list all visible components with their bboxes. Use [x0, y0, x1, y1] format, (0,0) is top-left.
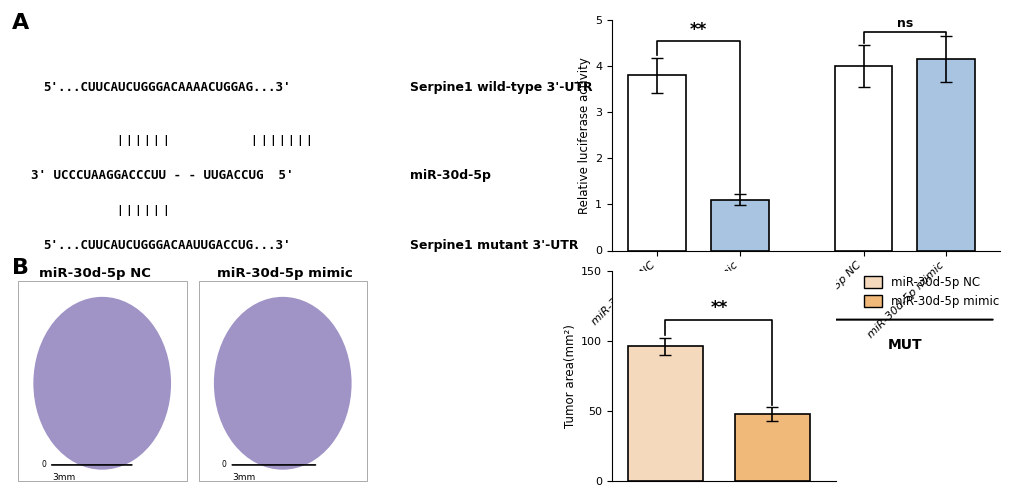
Text: |: |: [162, 205, 168, 216]
Text: Serpine1 mutant 3'-UTR: Serpine1 mutant 3'-UTR: [410, 239, 578, 252]
Text: Serpine1 wild-type 3'-UTR: Serpine1 wild-type 3'-UTR: [410, 81, 592, 94]
Text: |: |: [135, 135, 141, 146]
Text: |: |: [144, 205, 150, 216]
FancyBboxPatch shape: [18, 281, 186, 481]
Text: |: |: [135, 205, 141, 216]
Text: 0: 0: [41, 460, 46, 469]
Text: miR-30d-5p: miR-30d-5p: [410, 169, 490, 182]
Text: MUT: MUT: [887, 338, 921, 352]
Bar: [628, 75, 686, 250]
Text: **: **: [709, 299, 727, 317]
Text: |: |: [297, 135, 303, 146]
Text: |: |: [116, 205, 122, 216]
Text: 3mm: 3mm: [52, 473, 75, 482]
Text: ns: ns: [896, 17, 912, 30]
Text: 0: 0: [221, 460, 226, 469]
Text: |: |: [125, 205, 131, 216]
Text: B: B: [12, 258, 30, 278]
Text: |: |: [153, 205, 159, 216]
Text: 3' UCCCUAAGGACCCUU - - UUGACCUG  5': 3' UCCCUAAGGACCCUU - - UUGACCUG 5': [31, 169, 292, 182]
Text: 3mm: 3mm: [232, 473, 256, 482]
Ellipse shape: [214, 297, 352, 470]
Text: |: |: [162, 135, 168, 146]
Text: |: |: [287, 135, 293, 146]
Legend: miR-30d-5p NC, miR-30d-5p mimic: miR-30d-5p NC, miR-30d-5p mimic: [859, 272, 1002, 311]
Text: |: |: [144, 135, 150, 146]
Y-axis label: Tumor area(mm²): Tumor area(mm²): [564, 324, 577, 428]
Text: |: |: [269, 135, 275, 146]
Bar: [710, 200, 768, 250]
Text: |: |: [278, 135, 284, 146]
Text: A: A: [12, 13, 30, 33]
Text: miR-30d-5p mimic: miR-30d-5p mimic: [216, 267, 353, 280]
Y-axis label: Relative luciferase activity: Relative luciferase activity: [578, 57, 590, 214]
Text: |: |: [153, 135, 159, 146]
Bar: [628, 346, 702, 481]
Text: miR-30d-5p NC: miR-30d-5p NC: [39, 267, 151, 280]
Bar: [916, 59, 974, 250]
Text: **: **: [689, 21, 706, 39]
Text: 5'...CUUCAUCUGGGACAAUUGACCUG...3': 5'...CUUCAUCUGGGACAAUUGACCUG...3': [43, 239, 290, 252]
Text: |: |: [125, 135, 131, 146]
Text: 5'...CUUCAUCUGGGACAAAACUGGAG...3': 5'...CUUCAUCUGGGACAAAACUGGAG...3': [43, 81, 290, 94]
Bar: [734, 414, 809, 481]
Text: |: |: [260, 135, 266, 146]
Text: |: |: [306, 135, 312, 146]
Text: |: |: [116, 135, 122, 146]
FancyBboxPatch shape: [199, 281, 367, 481]
Bar: [834, 66, 892, 250]
Text: |: |: [251, 135, 257, 146]
Text: WT: WT: [686, 338, 710, 352]
Ellipse shape: [34, 297, 171, 470]
